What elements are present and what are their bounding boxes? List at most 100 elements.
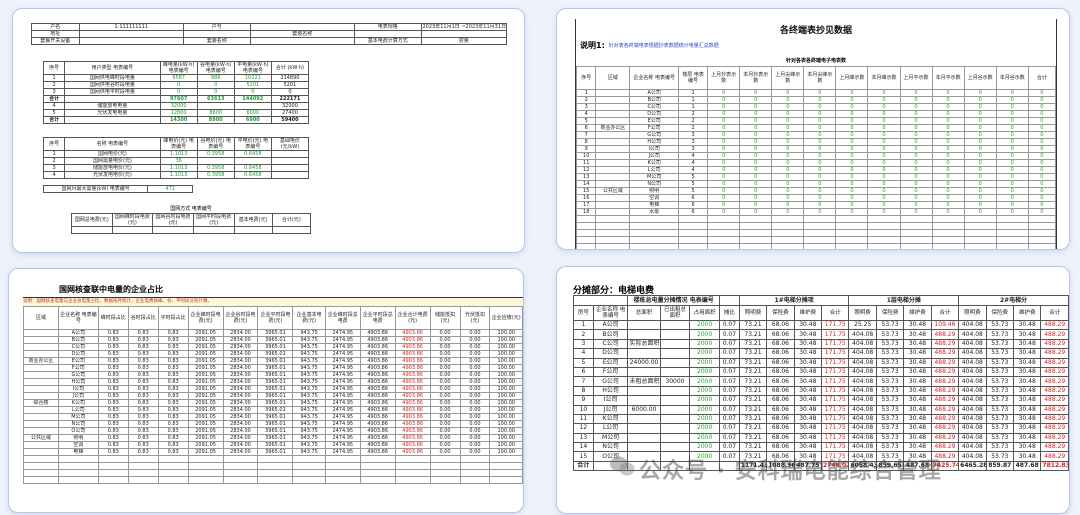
- cell: 套餐开关设备: [31, 37, 80, 45]
- cell: J公司: [57, 392, 99, 400]
- cell: 36: [159, 157, 198, 165]
- sheet-title: 分摊部分：电梯电费: [573, 286, 655, 296]
- cell: 0: [835, 110, 869, 118]
- cell: 0.6458: [233, 171, 272, 179]
- cell: 容量: [420, 37, 507, 45]
- cell: [963, 236, 997, 244]
- cell: 0: [867, 131, 901, 139]
- cell: 2: [42, 81, 66, 89]
- cell: 30.48: [1012, 348, 1042, 359]
- cell: 1: [677, 96, 709, 104]
- cell: 2091.05: [187, 350, 224, 358]
- cell: B公司: [629, 96, 679, 104]
- cell: 3965.01: [257, 434, 294, 442]
- cell: 3965.01: [257, 406, 294, 414]
- cell: 0: [835, 124, 869, 132]
- cell: 68.06: [766, 329, 795, 340]
- cell: 0: [771, 96, 805, 104]
- cell: 488.29: [930, 404, 960, 415]
- cell: [23, 329, 59, 337]
- cell: [595, 103, 631, 111]
- cell: 0: [803, 117, 837, 125]
- cell: [659, 423, 691, 434]
- cell: [23, 350, 59, 358]
- cell: 合计: [42, 95, 66, 103]
- subtitle: 针对各表各终端电子电表数: [785, 58, 846, 64]
- cell: 0.00: [459, 413, 491, 421]
- cell: [659, 348, 691, 359]
- cell: J公司: [629, 152, 679, 160]
- row: 电梯 0.83 0.83 0.83 2091.05 2834.00 3965.01 943.7…: [23, 448, 523, 456]
- cell: B公司: [592, 329, 629, 340]
- cell: 0: [1027, 131, 1057, 139]
- row: 10 J公司 6000.00 2000 0.07 73.21 68.06 30.48 171.7…: [573, 404, 1069, 415]
- cell: 0: [835, 208, 869, 216]
- header-cell: 保险费: [766, 305, 795, 321]
- cell: 0: [803, 89, 837, 97]
- cell: 2474.95: [324, 399, 361, 407]
- cell: 0: [867, 159, 901, 167]
- header-cell: 企业名称 电表编号: [592, 305, 629, 321]
- cell: 0: [803, 152, 837, 160]
- header-cell: 合计: [1040, 305, 1069, 321]
- header-cell: 企业名称 电表编号: [57, 306, 99, 330]
- cell: 0: [1027, 201, 1057, 209]
- cell: 0.00: [429, 329, 461, 337]
- cell: 0: [835, 117, 869, 125]
- header-cell: 用户类型 电表编号: [64, 61, 161, 75]
- cell: 4: [677, 152, 709, 160]
- cell: 404.08: [958, 451, 987, 462]
- cell: 943.75: [292, 427, 326, 435]
- cell: 0.3958: [196, 171, 235, 179]
- group-cell: 2#电梯分: [958, 295, 1069, 306]
- cell: 0.83: [127, 357, 159, 365]
- row: 16 空调 6 0 0 0 0 0 0 0 0 0 0 0: [575, 194, 1057, 202]
- cell: 2834.00: [222, 357, 259, 365]
- row: 合计 97607 63613 144092 222171: [42, 95, 310, 103]
- cell: 0: [963, 138, 997, 146]
- header-cell: 平电价(元) 电表编号: [233, 137, 272, 151]
- cell: 100.00: [489, 343, 523, 351]
- cell: 73.21: [738, 413, 768, 425]
- cell: 0: [995, 124, 1029, 132]
- cell: 53.73: [985, 329, 1015, 340]
- cell: 2091.05: [187, 343, 224, 351]
- cell: 222171: [270, 95, 310, 103]
- cell: [659, 366, 691, 378]
- header-cell: 照明费: [958, 305, 987, 321]
- cell: 5: [575, 117, 597, 125]
- cell: 0: [995, 152, 1029, 160]
- cell: 3: [677, 145, 709, 153]
- cell: [835, 236, 869, 244]
- cell: 859.87: [985, 460, 1015, 472]
- cell: 53.73: [985, 338, 1015, 350]
- cell: 943.75: [292, 413, 326, 421]
- row: 空调 0.83 0.83 0.83 2091.05 2834.00 3965.01 943.7…: [23, 441, 523, 449]
- cell: [595, 208, 631, 216]
- cell: 68.06: [766, 366, 795, 378]
- price-block: 序号 名称 电表编号 峰电价(元) 电表编号 谷电价(元) 电表编号 平电价(元) 电表…: [42, 137, 310, 179]
- cell: 2474.95: [324, 336, 361, 344]
- cell: 3965.01: [257, 378, 294, 386]
- cell: 0.83: [157, 406, 189, 414]
- cell: 943.75: [292, 448, 326, 456]
- cell: [127, 476, 159, 484]
- cell: F公司: [629, 124, 679, 132]
- cell: [23, 406, 59, 414]
- cell: [629, 229, 679, 237]
- cell: 488.29: [930, 423, 960, 434]
- demand-block: 国网月最大需量(kW) 电表编号 472: [42, 185, 193, 193]
- cell: 73.21: [738, 395, 768, 406]
- cell: M公司: [629, 173, 679, 181]
- row: 5 光伏发电电量 12800 8600 6000 27400: [42, 109, 310, 117]
- cell: 0.83: [157, 371, 189, 379]
- cell: 7425.74: [930, 460, 960, 472]
- cell: 488.29: [930, 442, 960, 453]
- group-cell: [718, 295, 740, 306]
- cell: 4903.86: [359, 343, 396, 351]
- note: 针对表各终端电表根据抄表数据统计电量汇总数据: [608, 43, 719, 49]
- row: 13 M公司 2000 0.07 73.21 68.06 30.48 171.75 404.08…: [573, 432, 1069, 444]
- cell: 4903.86: [359, 448, 396, 456]
- cell: 14: [575, 180, 597, 188]
- cell: 0: [995, 131, 1029, 139]
